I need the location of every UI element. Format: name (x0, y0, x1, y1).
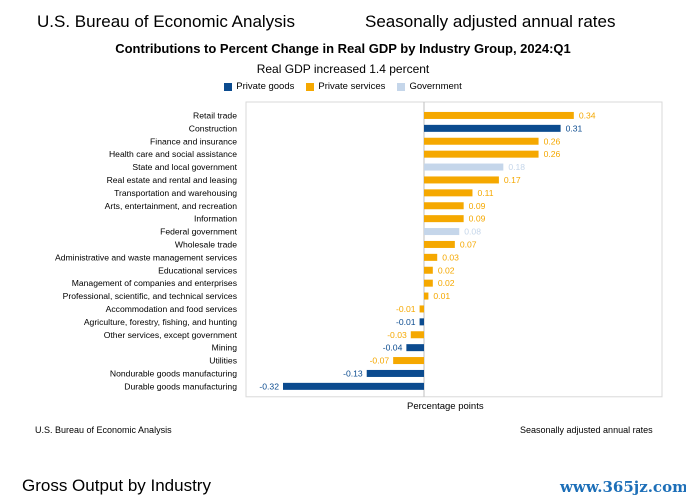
data-label: -0.01 (396, 317, 416, 327)
data-label: 0.26 (544, 136, 561, 146)
bar (424, 228, 460, 236)
bar (424, 279, 433, 287)
data-label: 0.31 (566, 123, 583, 133)
category-label: Construction (189, 123, 237, 133)
header-rates-note: Seasonally adjusted annual rates (365, 12, 616, 31)
data-label: 0.26 (544, 149, 561, 159)
data-label: 0.01 (433, 291, 450, 301)
legend-swatch-private-services (306, 82, 315, 91)
category-label: Information (194, 214, 237, 224)
legend-government: Government (397, 81, 462, 92)
category-label: Retail trade (193, 110, 237, 120)
bar (419, 318, 424, 326)
category-label: Transportation and warehousing (114, 188, 237, 198)
category-label: Accommodation and food services (106, 304, 237, 314)
bar (424, 266, 433, 274)
category-label: Professional, scientific, and technical … (63, 291, 237, 301)
chart-title: Contributions to Percent Change in Real … (115, 41, 571, 56)
chart-legend: Private goods Private services Governmen… (0, 81, 686, 92)
category-label: Nondurable goods manufacturing (110, 368, 237, 378)
watermark: www.365jz.com (560, 478, 686, 496)
bar (283, 382, 424, 390)
category-label: State and local government (132, 162, 237, 172)
bar (419, 305, 424, 313)
section-title: Gross Output by Industry (22, 476, 211, 495)
legend-label-government: Government (409, 81, 462, 92)
data-label: 0.02 (438, 278, 455, 288)
category-label: Wholesale trade (175, 239, 237, 249)
category-label: Utilities (209, 356, 237, 366)
legend-swatch-private-goods (224, 82, 233, 91)
data-label: -0.32 (259, 381, 279, 391)
bar (366, 369, 424, 377)
category-label: Other services, except government (104, 330, 238, 340)
bar (424, 240, 455, 248)
bar (410, 331, 424, 339)
bar (424, 137, 539, 145)
bar (424, 253, 438, 261)
legend-private-goods: Private goods (224, 81, 294, 92)
data-label: 0.17 (504, 175, 521, 185)
category-label: Arts, entertainment, and recreation (105, 201, 238, 211)
category-label: Agriculture, forestry, fishing, and hunt… (84, 317, 237, 327)
category-label: Durable goods manufacturing (124, 381, 237, 391)
data-label: 0.18 (508, 162, 525, 172)
bar (424, 111, 574, 119)
bar (424, 176, 499, 184)
category-label: Real estate and rental and leasing (107, 175, 238, 185)
header-agency: U.S. Bureau of Economic Analysis (37, 12, 295, 31)
data-label: -0.01 (396, 304, 416, 314)
category-label: Federal government (160, 227, 238, 237)
data-label: 0.07 (460, 239, 477, 249)
bar (424, 124, 561, 132)
legend-label-private-services: Private services (318, 81, 386, 92)
data-label: 0.09 (469, 214, 486, 224)
x-axis-label: Percentage points (407, 401, 484, 412)
category-label: Administrative and waste management serv… (55, 252, 237, 262)
category-label: Educational services (158, 265, 237, 275)
data-label: 0.03 (442, 252, 459, 262)
data-label: -0.13 (343, 368, 363, 378)
legend-label-private-goods: Private goods (236, 81, 295, 92)
bar (424, 292, 429, 300)
legend-private-services: Private services (306, 81, 385, 92)
chart-subtitle: Real GDP increased 1.4 percent (256, 62, 430, 76)
plot-frame (245, 101, 663, 398)
bar (393, 357, 424, 365)
bar (424, 215, 464, 223)
data-label: 0.02 (438, 265, 455, 275)
data-label: 0.08 (464, 227, 481, 237)
data-label: 0.09 (469, 201, 486, 211)
chart-plot-area: Retail trade 0.34 Construction 0.31 Finance … (55, 101, 663, 398)
data-label: 0.11 (477, 188, 493, 198)
category-label: Management of companies and enterprises (72, 278, 237, 288)
data-label: -0.03 (387, 330, 407, 340)
category-label: Mining (212, 343, 238, 353)
bar (424, 150, 539, 158)
bar (424, 202, 464, 210)
bar (406, 344, 424, 352)
category-label: Health care and social assistance (109, 149, 237, 159)
category-label: Finance and insurance (150, 136, 237, 146)
footer-source: U.S. Bureau of Economic Analysis (35, 425, 172, 435)
bar (424, 163, 504, 171)
legend-swatch-government (397, 82, 406, 91)
data-label: 0.34 (579, 110, 596, 120)
footer-rates-note: Seasonally adjusted annual rates (520, 425, 653, 435)
data-label: -0.07 (370, 356, 390, 366)
data-label: -0.04 (383, 343, 403, 353)
bar (424, 189, 473, 197)
